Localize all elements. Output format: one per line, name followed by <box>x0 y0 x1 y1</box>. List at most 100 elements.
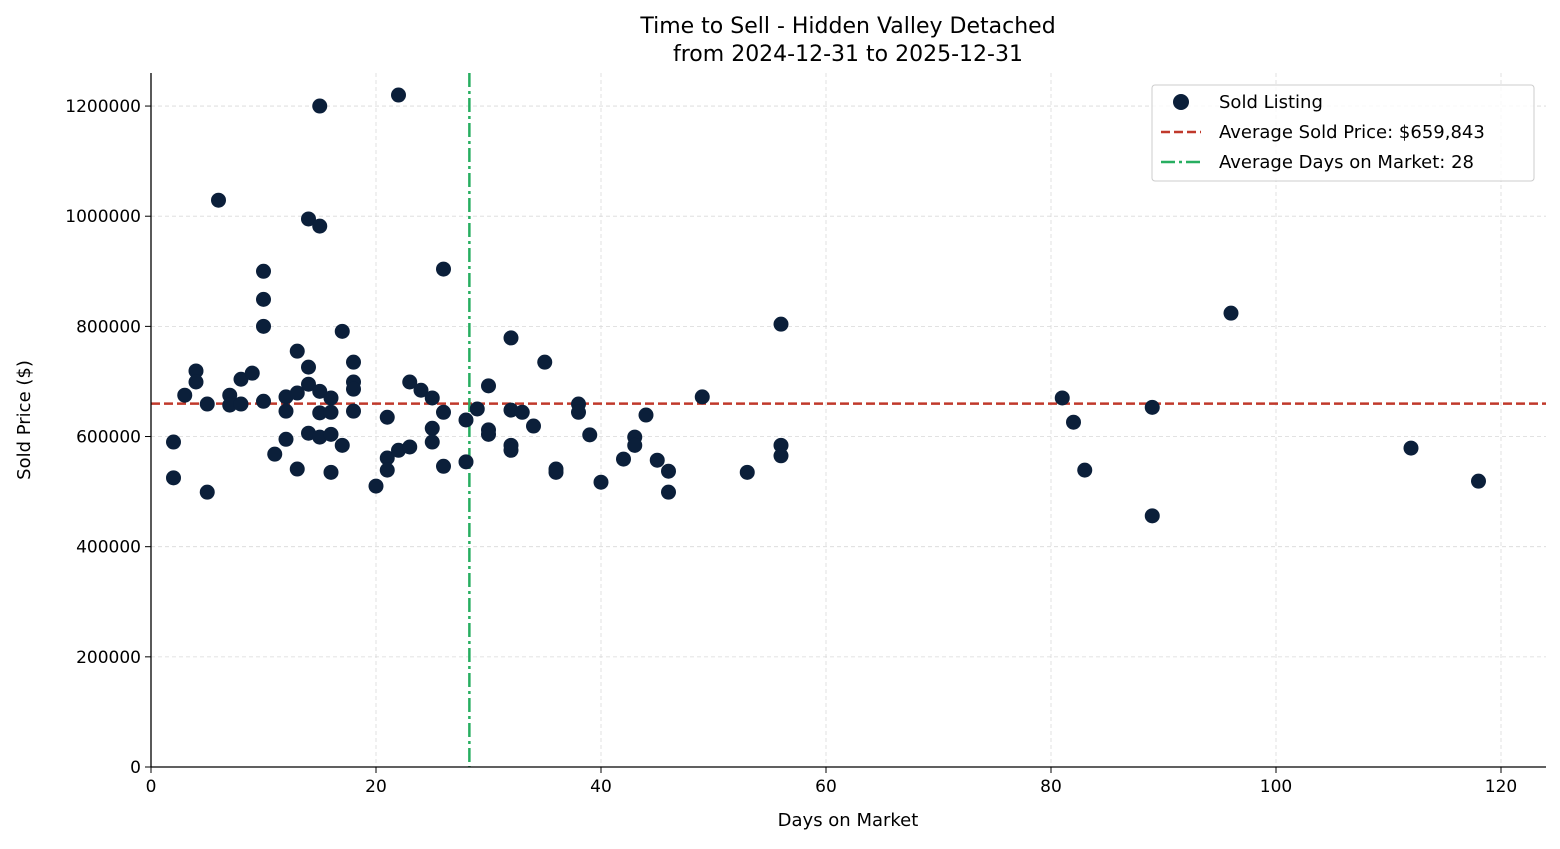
data-point <box>323 426 339 442</box>
y-tick-label: 400000 <box>76 538 141 558</box>
data-point <box>436 261 451 277</box>
data-point <box>301 211 316 227</box>
y-tick-label: 800000 <box>76 317 141 337</box>
data-point <box>661 463 676 479</box>
y-tick-label: 0 <box>130 758 141 778</box>
data-point <box>211 192 226 208</box>
data-point <box>1223 305 1239 321</box>
data-point <box>312 383 328 399</box>
data-point <box>312 98 328 114</box>
data-point <box>649 452 665 468</box>
data-point <box>323 390 339 406</box>
data-point <box>346 381 361 397</box>
y-tick-label: 1000000 <box>65 207 141 227</box>
data-point <box>661 484 676 500</box>
data-point <box>199 396 215 412</box>
data-point <box>334 437 350 453</box>
data-point <box>188 363 204 379</box>
data-point <box>166 434 181 450</box>
y-axis-label: Sold Price ($) <box>14 360 35 480</box>
data-point <box>323 464 339 480</box>
data-point <box>244 365 260 381</box>
data-point <box>424 390 440 406</box>
data-point <box>289 385 305 401</box>
y-tick-label: 1200000 <box>65 97 141 117</box>
data-point <box>458 412 474 428</box>
legend: Sold Listing Average Sold Price: $659,84… <box>1151 84 1535 182</box>
data-point <box>773 448 789 464</box>
data-point <box>1471 473 1486 489</box>
data-point <box>1066 414 1081 430</box>
data-point <box>188 374 204 390</box>
data-point <box>503 402 519 418</box>
x-tick-label: 60 <box>815 777 837 797</box>
data-point <box>1054 390 1070 406</box>
data-point <box>289 343 305 359</box>
data-point <box>391 87 406 103</box>
legend-box <box>1151 84 1535 182</box>
data-point <box>638 407 654 423</box>
data-point <box>346 354 361 370</box>
reference-lines <box>151 73 1546 767</box>
data-point <box>773 316 789 332</box>
data-point <box>222 397 238 413</box>
data-point <box>278 431 294 447</box>
x-tick-label: 20 <box>365 777 387 797</box>
data-point <box>582 427 598 443</box>
data-point <box>256 318 271 334</box>
data-point <box>368 478 384 494</box>
data-point <box>278 403 294 419</box>
x-tick-label: 0 <box>146 777 157 797</box>
data-point <box>1144 508 1160 524</box>
data-point <box>503 442 519 458</box>
data-point <box>391 442 406 458</box>
data-point <box>301 359 316 375</box>
data-point <box>694 389 710 405</box>
x-tick-label: 40 <box>590 777 612 797</box>
y-tick-label: 600000 <box>76 428 141 448</box>
data-point <box>402 439 418 455</box>
data-point <box>593 474 609 490</box>
chart-title: Time to Sell - Hidden Valley Detached <box>639 14 1055 39</box>
data-point <box>256 263 271 279</box>
data-point <box>289 461 305 477</box>
data-point <box>379 409 395 425</box>
data-point <box>312 405 328 421</box>
data-point <box>526 418 541 434</box>
data-point <box>481 426 496 442</box>
data-points <box>166 87 1486 524</box>
data-point <box>301 425 316 441</box>
data-point <box>379 450 395 466</box>
data-point <box>1144 399 1160 415</box>
data-point <box>233 371 249 387</box>
grid <box>151 73 1546 767</box>
x-tick-label: 80 <box>1040 777 1062 797</box>
legend-label-sold-listing: Sold Listing <box>1219 92 1323 113</box>
data-point <box>312 429 328 445</box>
data-point <box>413 382 429 398</box>
data-point <box>571 404 586 420</box>
data-point <box>616 451 631 467</box>
data-point <box>469 401 485 417</box>
data-point <box>1403 440 1419 456</box>
data-point <box>627 437 643 453</box>
axes: 0 20 40 60 80 100 120 0 200000 400000 600000 800000… <box>65 73 1546 797</box>
data-point <box>199 484 215 500</box>
data-point <box>402 374 418 390</box>
y-tick-label: 200000 <box>76 648 141 668</box>
x-tick-label: 100 <box>1260 777 1292 797</box>
data-point <box>346 403 361 419</box>
x-axis-label: Days on Market <box>778 810 919 831</box>
data-point <box>334 323 350 339</box>
chart-subtitle: from 2024-12-31 to 2025-12-31 <box>673 42 1023 67</box>
data-point <box>514 404 530 420</box>
legend-label-avg-days: Average Days on Market: 28 <box>1219 152 1474 173</box>
legend-label-avg-price: Average Sold Price: $659,843 <box>1219 122 1485 143</box>
data-point <box>323 404 339 420</box>
data-point <box>233 396 249 412</box>
data-point <box>312 218 328 234</box>
data-point <box>379 462 395 478</box>
data-point <box>537 354 553 370</box>
data-point <box>503 330 519 346</box>
